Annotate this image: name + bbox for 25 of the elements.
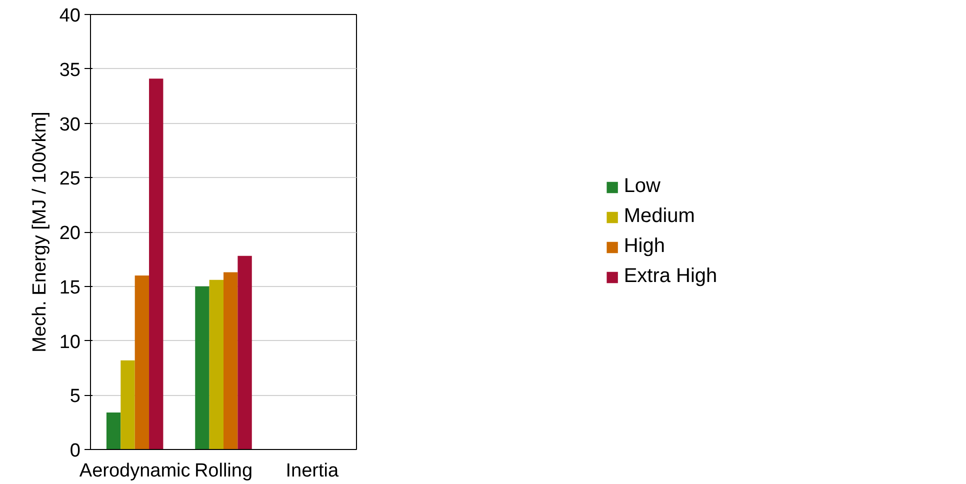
y-tick-label: 35 [59,60,81,81]
x-tick-label: Rolling [194,460,253,482]
y-tick-label: 40 [59,6,81,26]
legend-label: Extra High [624,264,718,288]
bar [120,360,135,450]
y-tick-label: 25 [59,168,81,190]
y-tick-label: 30 [59,114,81,136]
legend-label: Medium [624,204,695,228]
y-tick-label: 10 [59,332,81,353]
legend-label: High [624,234,665,258]
x-tick-label: Aerodynamic [79,460,190,482]
y-tick-label: 20 [59,223,81,244]
bar [134,276,150,450]
x-tick-label: Inertia [286,460,340,482]
bar [238,256,252,450]
y-axis-title: Mech. Energy [MJ / 100vkm] [29,112,50,352]
bar [149,78,164,450]
y-tick-label: 5 [70,386,81,408]
bar [209,280,224,450]
y-tick-label: 0 [70,440,81,462]
y-tick-label: 15 [59,277,81,298]
bar [224,272,238,450]
bar [195,286,210,450]
bar [106,412,121,450]
legend-label: Low [624,174,661,198]
